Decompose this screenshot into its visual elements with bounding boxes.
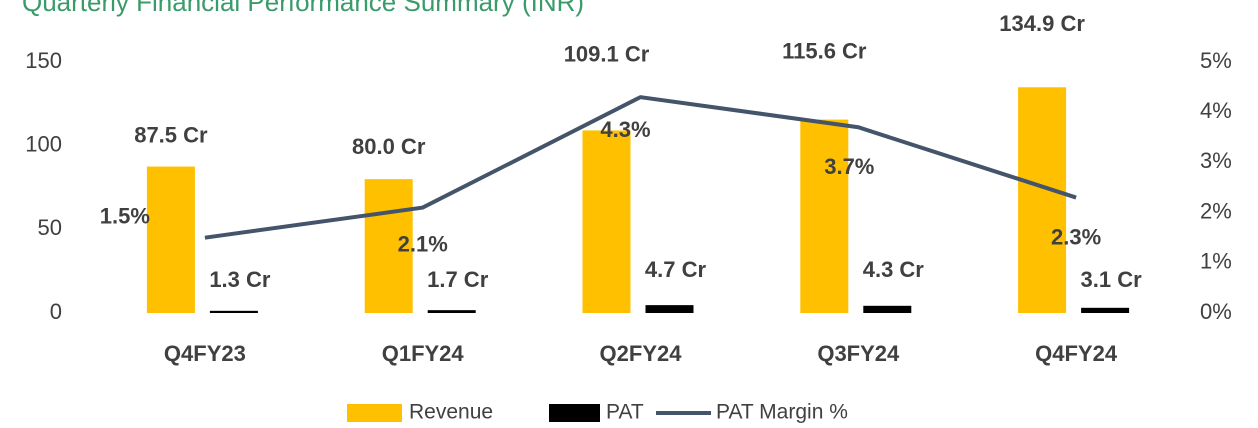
data-label: 2.1% [398, 231, 448, 256]
data-label: 80.0 Cr [352, 134, 426, 159]
y2-tick-label: 4% [1200, 98, 1232, 123]
bar [645, 305, 694, 313]
y-tick-label: 0 [50, 299, 62, 324]
legend-label: Revenue [409, 401, 493, 424]
y2-tick-label: 3% [1200, 148, 1232, 173]
data-label: 4.7 Cr [645, 257, 707, 282]
data-label: 1.7 Cr [427, 267, 489, 292]
bar [427, 310, 476, 313]
bar [863, 305, 912, 313]
data-label: 87.5 Cr [134, 122, 208, 147]
x-tick-label: Q3FY24 [817, 341, 900, 366]
y-tick-label: 150 [25, 48, 62, 73]
bar [364, 179, 413, 313]
data-label: 1.3 Cr [209, 267, 271, 292]
line [204, 95, 1077, 240]
y2-tick-label: 2% [1200, 198, 1232, 223]
x-tick-label: Q1FY24 [382, 341, 465, 366]
legend-label: PAT Margin % [716, 401, 848, 424]
legend-swatch [549, 404, 600, 422]
y2-tick-label: 0% [1200, 299, 1232, 324]
chart-title: Quarterly Financial Performance Summary … [22, 0, 584, 17]
y2-tick-label: 1% [1200, 249, 1232, 274]
x-tick-label: Q2FY24 [600, 341, 683, 366]
data-label: 134.9 Cr [999, 11, 1085, 36]
y-tick-label: 100 [25, 131, 62, 156]
legend-swatch [347, 404, 402, 422]
bar [582, 130, 631, 313]
bar [209, 310, 258, 313]
data-label: 2.3% [1051, 224, 1101, 249]
x-tick-label: Q4FY24 [1035, 341, 1118, 366]
data-label: 3.1 Cr [1081, 267, 1143, 292]
bar [800, 119, 849, 313]
data-label: 4.3 Cr [863, 257, 925, 282]
y-tick-label: 50 [38, 215, 62, 240]
data-label: 1.5% [100, 204, 150, 229]
data-label: 4.3% [600, 117, 650, 142]
data-label: 3.7% [824, 154, 874, 179]
data-label: 109.1 Cr [564, 41, 650, 66]
data-label: 115.6 Cr [782, 38, 867, 63]
bar [146, 166, 195, 313]
bar [1018, 87, 1067, 313]
bar [1081, 307, 1130, 313]
y2-tick-label: 5% [1200, 48, 1232, 73]
x-tick-label: Q4FY23 [164, 341, 246, 366]
legend-label: PAT [606, 401, 644, 424]
